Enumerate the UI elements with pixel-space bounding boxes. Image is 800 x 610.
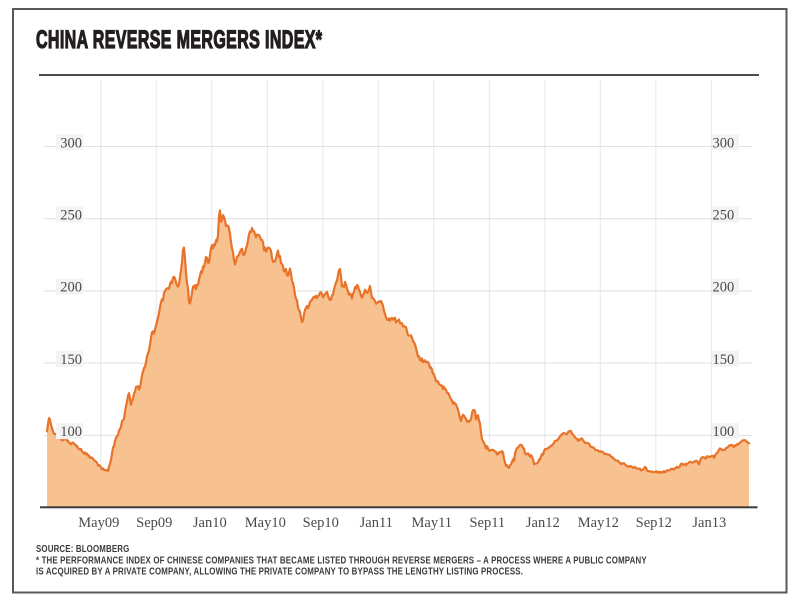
svg-text:100: 100 — [60, 424, 82, 440]
svg-text:300: 300 — [713, 135, 735, 151]
svg-text:May12: May12 — [578, 515, 619, 531]
svg-text:IS ACQUIRED BY A PRIVATE COMPA: IS ACQUIRED BY A PRIVATE COMPANY, ALLOWI… — [36, 566, 523, 577]
svg-text:200: 200 — [60, 280, 82, 296]
svg-text:May09: May09 — [78, 515, 119, 531]
svg-text:200: 200 — [713, 280, 735, 296]
svg-text:May10: May10 — [245, 515, 286, 531]
svg-text:Jan13: Jan13 — [692, 515, 726, 531]
svg-text:Sep11: Sep11 — [469, 515, 505, 531]
svg-text:Jan10: Jan10 — [193, 515, 227, 531]
svg-text:100: 100 — [713, 424, 735, 440]
svg-text:Jan12: Jan12 — [526, 515, 560, 531]
svg-text:* THE PERFORMANCE INDEX OF CHI: * THE PERFORMANCE INDEX OF CHINESE COMPA… — [36, 555, 647, 566]
svg-text:SOURCE: BLOOMBERG: SOURCE: BLOOMBERG — [36, 543, 129, 554]
svg-text:Sep12: Sep12 — [636, 515, 672, 531]
svg-text:300: 300 — [60, 135, 82, 151]
svg-text:150: 150 — [60, 352, 82, 368]
svg-text:May11: May11 — [412, 515, 453, 531]
svg-text:250: 250 — [60, 208, 82, 224]
svg-text:Sep09: Sep09 — [136, 515, 172, 531]
svg-text:150: 150 — [713, 352, 735, 368]
svg-text:Jan11: Jan11 — [360, 515, 393, 531]
svg-text:CHINA REVERSE MERGERS INDEX*: CHINA REVERSE MERGERS INDEX* — [36, 27, 323, 54]
svg-text:Sep10: Sep10 — [303, 515, 339, 531]
svg-text:250: 250 — [713, 208, 735, 224]
